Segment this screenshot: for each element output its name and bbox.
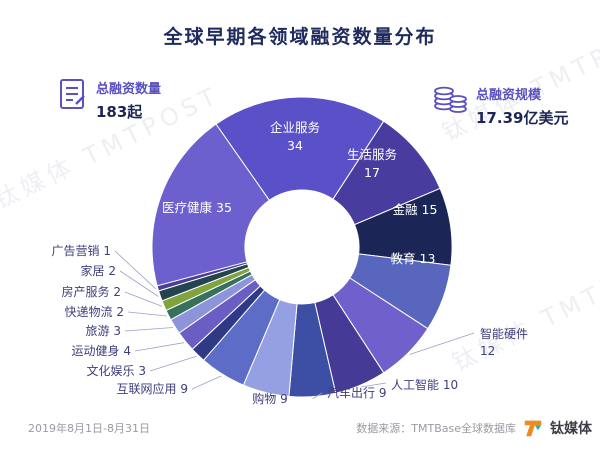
slice-label: 运动健身 4: [72, 343, 131, 358]
document-icon: [60, 79, 85, 109]
date-range: 2019年8月1日-8月31日: [28, 422, 150, 435]
slice-label: 教育 13: [391, 251, 436, 266]
slice-label: 智能硬件: [480, 326, 528, 341]
pie-slice-医疗健康: [151, 123, 270, 287]
total-deals-value: 183起: [96, 103, 143, 121]
slice-label: 企业服务: [270, 120, 320, 135]
donut-hole: [246, 191, 358, 303]
total-deals-label: 总融资数量: [96, 82, 162, 97]
slice-label: 快递物流 2: [65, 305, 124, 319]
leader-line: [124, 291, 163, 307]
tmtpost-logo-icon: [524, 420, 542, 437]
leader-line: [149, 355, 197, 372]
slice-label: 34: [287, 138, 303, 153]
slice-label: 旅游 3: [86, 324, 121, 338]
slice-label: 房产服务 2: [62, 284, 121, 299]
slice-label: 人工智能 10: [391, 377, 458, 392]
footer-source-area: 数据来源：TMTBase全球数据库 钛媒体: [356, 417, 592, 439]
leader-line: [361, 382, 387, 388]
leader-line: [124, 327, 174, 332]
total-amount-value: 17.39亿美元: [476, 109, 569, 127]
slice-label: 文化娱乐 3: [87, 363, 146, 378]
slice-label: 广告营销 1: [52, 244, 111, 258]
slice-label: 17: [364, 165, 380, 180]
leader-line: [119, 270, 159, 297]
brand-name: 钛媒体: [550, 421, 592, 437]
slice-label: 金融 15: [393, 202, 438, 217]
slice-label: 汽车出行 9: [327, 385, 386, 400]
leader-line: [114, 250, 157, 290]
slice-label: 医疗健康 35: [162, 200, 232, 215]
leader-line: [127, 311, 167, 317]
leader-line: [134, 342, 184, 352]
slice-label: 生活服务: [347, 147, 397, 162]
leader-line: [312, 392, 323, 399]
total-deals-stat: 总融资数量 183起: [58, 78, 161, 122]
pie-slice-企业服务: [215, 96, 385, 201]
slice-label: 互联网应用 9: [117, 381, 188, 396]
total-amount-label: 总融资规模: [476, 88, 542, 103]
coins-icon: [434, 86, 467, 113]
leader-line: [191, 375, 222, 390]
slice-label: 12: [480, 344, 495, 358]
leader-line: [409, 332, 475, 355]
slice-label: 家居 2: [81, 263, 116, 278]
slice-label: 购物 9: [252, 391, 287, 406]
total-amount-stat: 总融资规模 17.39亿美元: [432, 84, 568, 128]
data-source: 数据来源：TMTBase全球数据库: [356, 422, 516, 435]
page-title: 全球早期各领域融资数量分布: [163, 26, 437, 48]
